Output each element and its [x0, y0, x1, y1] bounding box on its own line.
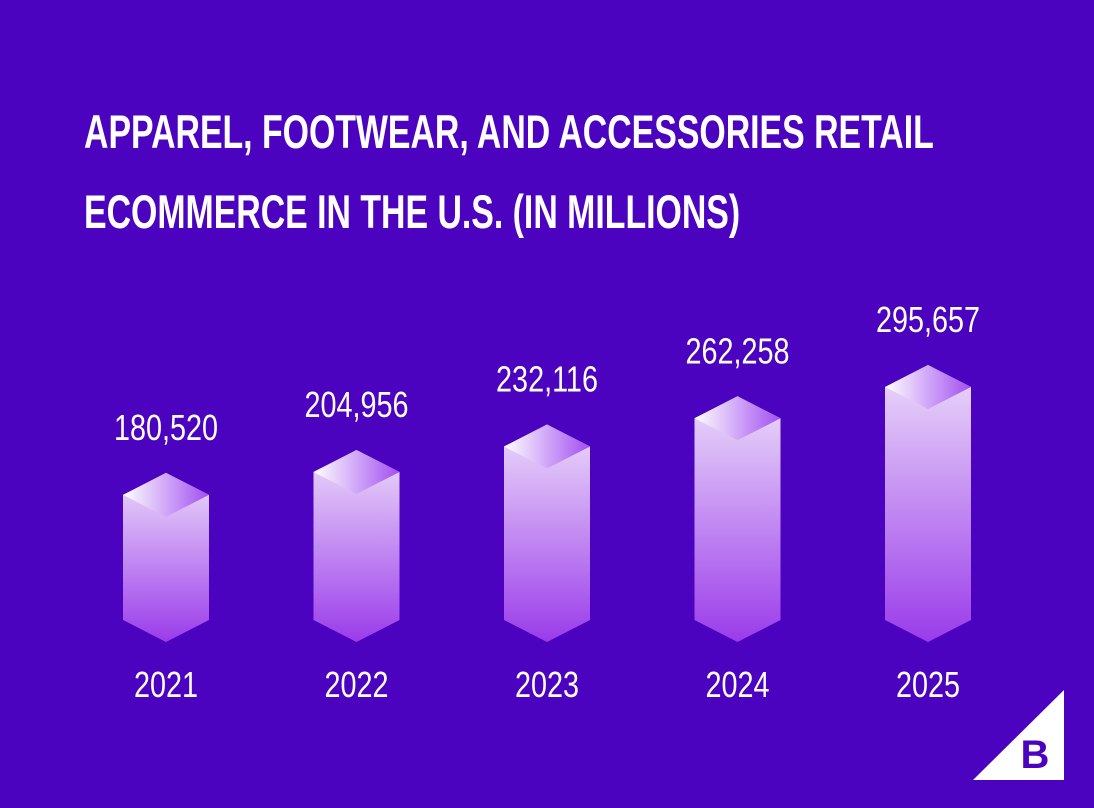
x-tick-label: 2022 [324, 664, 388, 705]
bar [313, 449, 400, 642]
value-label: 204,956 [304, 384, 408, 425]
value-label: 232,116 [496, 358, 598, 399]
x-tick-label: 2025 [896, 664, 960, 705]
bar [694, 396, 781, 642]
bar-top [504, 424, 590, 469]
chart-title: APPAREL, FOOTWEAR, AND ACCESSORIES RETAI… [84, 105, 934, 238]
x-tick-label: 2021 [134, 664, 198, 705]
bar [885, 365, 971, 642]
bar-top [313, 449, 400, 494]
value-label: 262,258 [685, 330, 789, 371]
value-label: 295,657 [876, 299, 980, 340]
value-label: 180,520 [114, 407, 218, 448]
logo: B [1021, 733, 1050, 777]
x-tick-label: 2024 [705, 664, 769, 705]
bar [504, 424, 590, 642]
x-tick-label: 2023 [515, 664, 579, 705]
bar-top [694, 396, 781, 441]
logo-triangle [973, 690, 1064, 780]
bar [123, 472, 209, 642]
bar-top [885, 365, 971, 409]
bar-top [123, 472, 209, 517]
